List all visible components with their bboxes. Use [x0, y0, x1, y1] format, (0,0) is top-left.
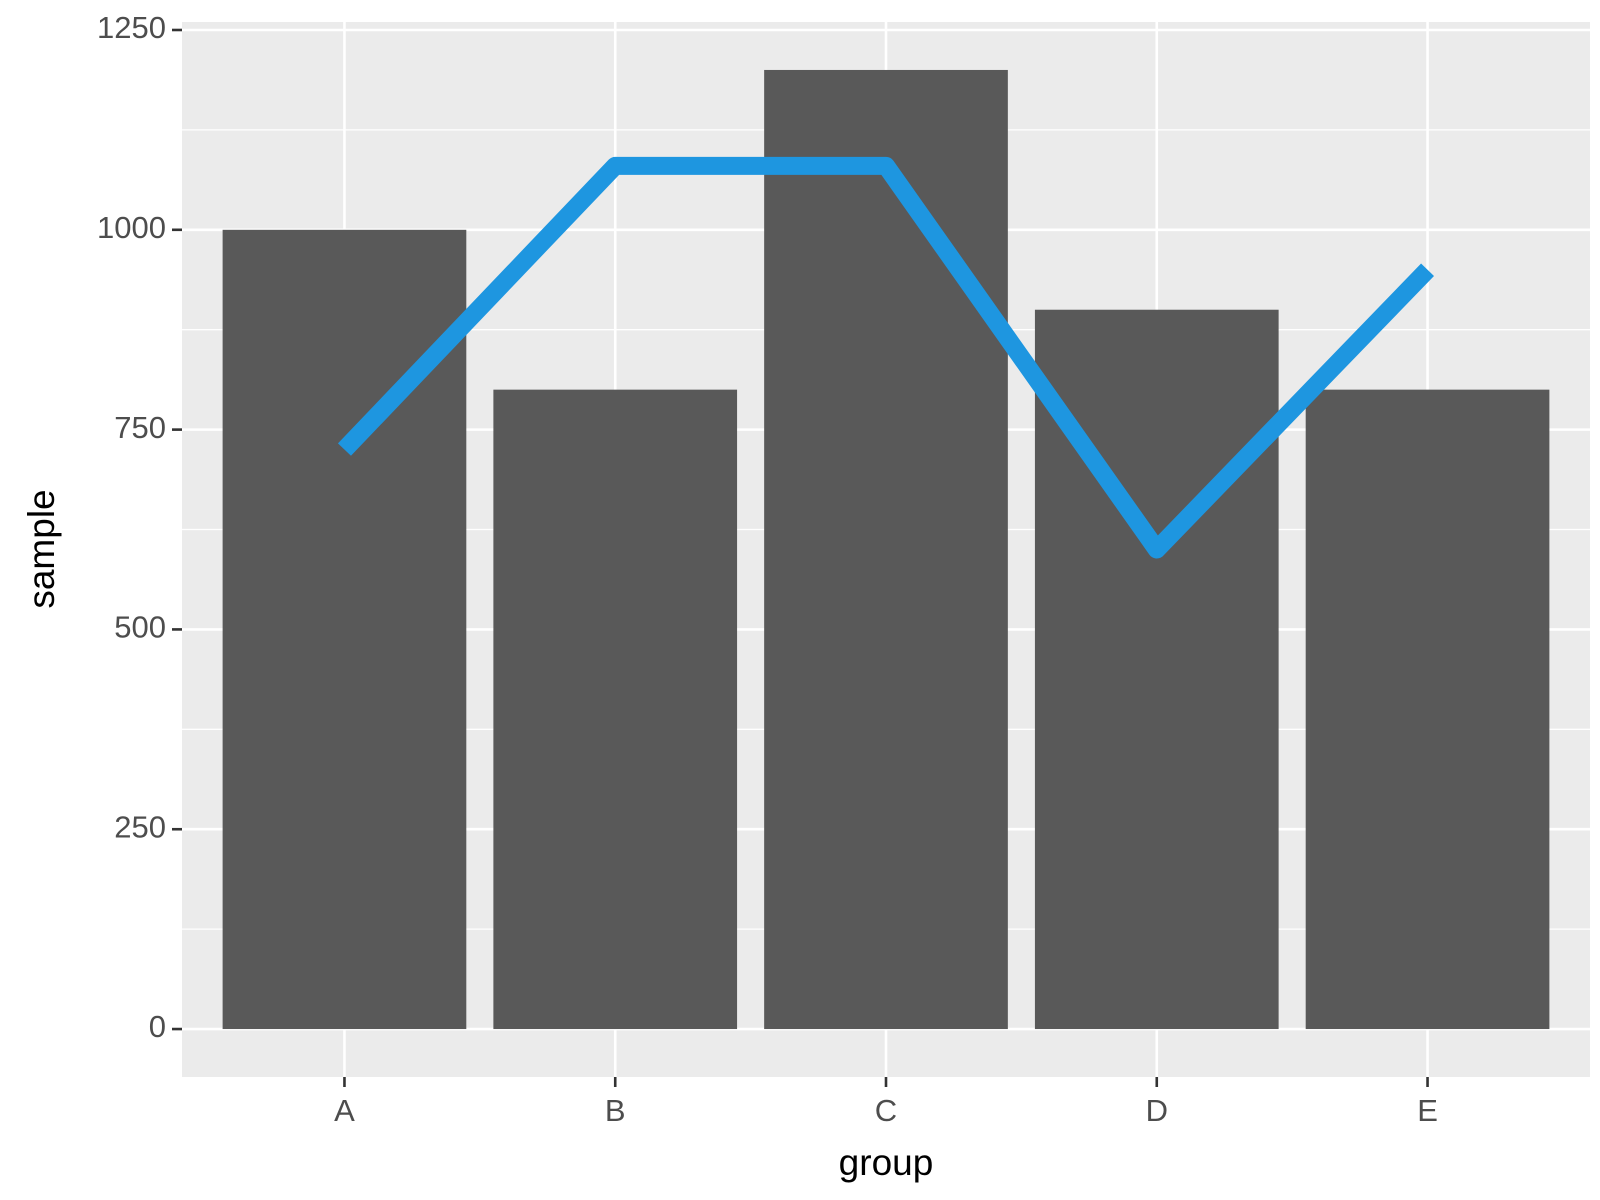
- y-tick-label: 250: [114, 809, 166, 844]
- x-axis-title: group: [839, 1142, 934, 1183]
- y-tick-label: 750: [114, 410, 166, 445]
- y-tick-label: 500: [114, 610, 166, 645]
- y-tick-label: 1000: [97, 210, 166, 245]
- y-tick-label: 0: [149, 1009, 166, 1044]
- x-tick-label: C: [875, 1093, 897, 1128]
- x-tick-label: D: [1146, 1093, 1168, 1128]
- y-tick-label: 1250: [97, 10, 166, 45]
- x-tick-label: A: [334, 1093, 355, 1128]
- x-tick-label: E: [1417, 1093, 1438, 1128]
- bar: [1305, 389, 1550, 1030]
- bar: [764, 69, 1008, 1030]
- bar: [493, 389, 738, 1030]
- y-axis-title: sample: [21, 489, 62, 608]
- line: [337, 156, 1435, 559]
- x-tick-label: B: [605, 1093, 626, 1128]
